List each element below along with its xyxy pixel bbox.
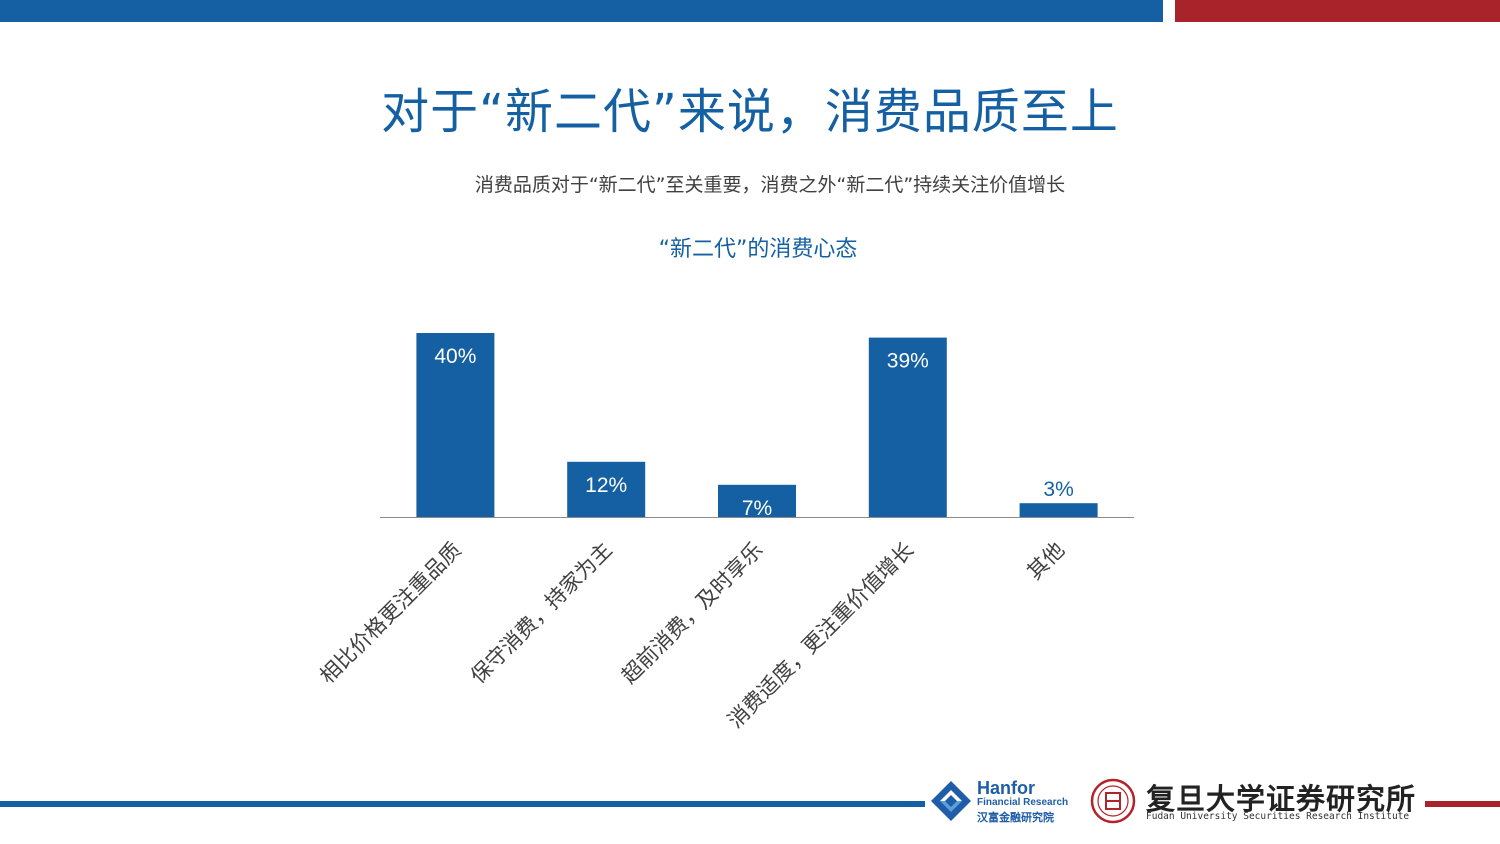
bottom-blue-band: [0, 801, 925, 807]
hanfor-name: Hanfor: [977, 778, 1035, 798]
fudan-logo: 复旦大学证券研究所 Fudan University Securities Re…: [1090, 778, 1420, 826]
fudan-en: Fudan University Securities Research Ins…: [1146, 811, 1410, 822]
category-label-2: 超前消费，及时享乐: [617, 538, 768, 689]
fudan-seal-icon: [1090, 778, 1136, 824]
category-label-0: 相比价格更注重品质: [315, 538, 466, 689]
category-label-1: 保守消费，持家为主: [466, 538, 617, 689]
top-red-band: [1175, 0, 1500, 22]
bar-2: [718, 484, 796, 517]
hanfor-logo: Hanfor Financial Research 汉富金融研究院: [930, 778, 1080, 826]
bar-0: [416, 333, 495, 517]
hanfor-sub: Financial Research: [977, 797, 1069, 808]
hanfor-mark-icon: [931, 781, 971, 821]
fudan-name: 复旦大学证券研究所: [1146, 782, 1417, 816]
bar-3: [868, 337, 947, 517]
data-label-1: 12%: [585, 474, 627, 497]
data-label-3: 39%: [887, 350, 929, 373]
data-label-0: 40%: [434, 345, 476, 368]
data-label-4: 3%: [1043, 478, 1073, 501]
data-label-2: 7%: [742, 497, 772, 520]
slide-title: 对于“新二代”来说，消费品质至上: [381, 84, 1119, 140]
hanfor-cn: 汉富金融研究院: [977, 811, 1054, 824]
bar-4: [1019, 503, 1098, 517]
category-label-4: 其他: [1022, 538, 1069, 585]
chart-title: “新二代”的消费心态: [658, 237, 858, 262]
slide-subtitle: 消费品质对于“新二代”至关重要，消费之外“新二代”持续关注价值增长: [474, 174, 1066, 196]
bar-1: [567, 461, 646, 517]
bottom-red-band: [1425, 801, 1500, 807]
top-blue-band: [0, 0, 1163, 22]
